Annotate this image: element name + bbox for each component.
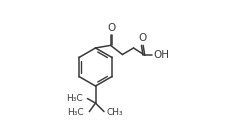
- Text: O: O: [107, 23, 116, 33]
- Text: H₃C: H₃C: [67, 108, 84, 117]
- Text: O: O: [138, 33, 147, 43]
- Text: CH₃: CH₃: [106, 108, 123, 117]
- Text: OH: OH: [153, 50, 169, 60]
- Text: H₃C: H₃C: [66, 94, 82, 103]
